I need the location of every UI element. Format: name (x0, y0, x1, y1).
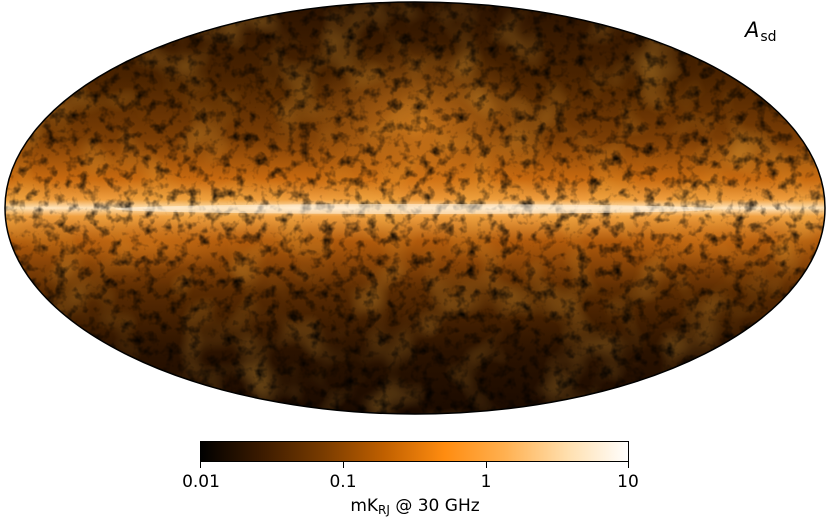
colorbar-tick-label: 1 (480, 472, 492, 492)
colorbar-tick-label: 10 (617, 472, 639, 492)
colorbar-tick (486, 462, 487, 468)
component-label: Asd (745, 18, 777, 45)
component-symbol: A (745, 18, 760, 42)
colorbar-gradient (200, 441, 629, 462)
map-outline (4, 1, 826, 415)
colorbar (200, 441, 629, 462)
component-subscript: sd (760, 29, 777, 45)
colorbar-tick-label: 0.01 (182, 472, 220, 492)
colorbar-unit-label: mKRJ @ 30 GHz (350, 496, 479, 517)
unit-subscript: RJ (378, 503, 390, 517)
colorbar-tick (200, 462, 201, 468)
colorbar-tick (628, 462, 629, 468)
colorbar-tick-label: 0.1 (329, 472, 357, 492)
unit-main: mK (350, 496, 379, 516)
colorbar-tick (343, 462, 344, 468)
unit-suffix: @ 30 GHz (389, 496, 480, 516)
